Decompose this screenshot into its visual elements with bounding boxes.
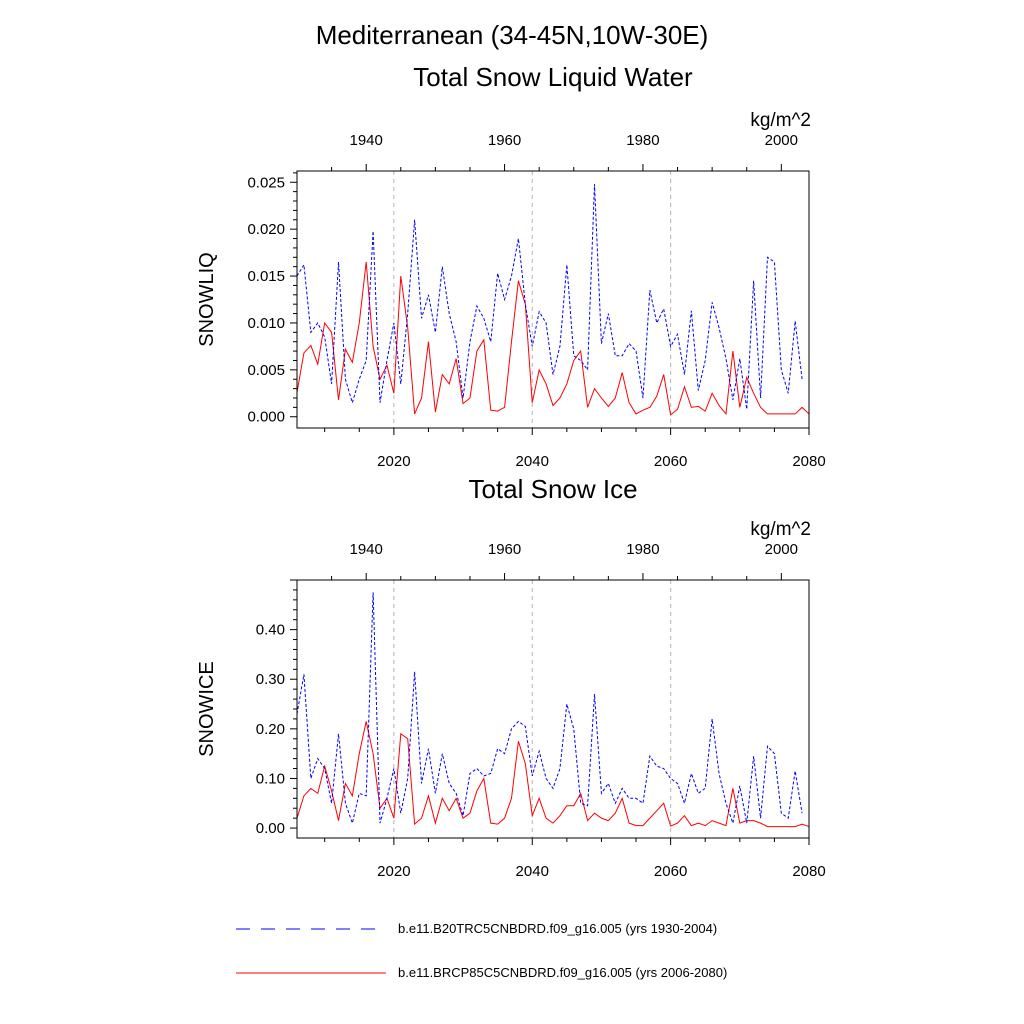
y-tick-label: 0.00 — [256, 820, 285, 837]
x-top-tick-label: 1940 — [350, 541, 383, 558]
x-bottom-tick-label: 2020 — [377, 863, 410, 880]
x-top-tick-label: 2000 — [765, 132, 798, 149]
plot-frame — [296, 170, 810, 429]
series-line-historical — [296, 592, 803, 826]
x-top-tick-label: 1940 — [350, 132, 383, 149]
y-tick-label: 0.010 — [247, 315, 285, 332]
x-top-tick-label: 1960 — [488, 541, 521, 558]
x-bottom-tick-label: 2080 — [792, 863, 825, 880]
y-tick-label: 0.005 — [247, 362, 285, 379]
units-label: kg/m^2 — [750, 519, 811, 540]
y-tick-label: 0.10 — [256, 770, 285, 787]
legend-label-rcp85: b.e11.BRCP85C5CNBDRD.f09_g16.005 (yrs 20… — [398, 965, 727, 980]
y-tick-label: 0.30 — [256, 671, 285, 688]
y-axis-title: SNOWLIQ — [196, 252, 218, 346]
x-bottom-tick-label: 2040 — [516, 453, 549, 470]
y-tick-label: 0.015 — [247, 268, 285, 285]
y-tick-label: 0.40 — [256, 622, 285, 639]
x-top-tick-label: 1980 — [626, 132, 659, 149]
main-title: Mediterranean (34-45N,10W-30E) — [316, 20, 709, 50]
x-bottom-tick-label: 2060 — [654, 453, 687, 470]
legend-label-historical: b.e11.B20TRC5CNBDRD.f09_g16.005 (yrs 193… — [398, 921, 717, 936]
y-tick-label: 0.025 — [247, 174, 285, 191]
x-top-tick-label: 1960 — [488, 132, 521, 149]
y-axis-title: SNOWICE — [196, 661, 218, 757]
x-bottom-tick-label: 2060 — [654, 863, 687, 880]
units-label: kg/m^2 — [750, 110, 811, 131]
panel-snowliq: 0.000 0.005 0.010 0.015 0.020 0.025 2020 2040 20… — [196, 110, 826, 470]
panel-snowice: 0.00 0.10 0.20 0.30 0.40 2020 2040 2060 2080 1940… — [196, 519, 826, 880]
y-tick-label: 0.020 — [247, 221, 285, 238]
x-top-tick-label: 1980 — [626, 541, 659, 558]
series-line-rcp85 — [296, 721, 810, 828]
y-tick-label: 0.000 — [247, 409, 285, 426]
x-bottom-tick-label: 2040 — [516, 863, 549, 880]
series-line-historical — [296, 184, 803, 410]
y-tick-label: 0.20 — [256, 721, 285, 738]
panel2-title: Total Snow Ice — [468, 474, 637, 504]
series-line-rcp85 — [296, 261, 810, 416]
x-bottom-tick-label: 2080 — [792, 453, 825, 470]
x-bottom-tick-label: 2020 — [377, 453, 410, 470]
panel1-title: Total Snow Liquid Water — [413, 62, 693, 92]
x-top-tick-label: 2000 — [765, 541, 798, 558]
legend: b.e11.B20TRC5CNBDRD.f09_g16.005 (yrs 193… — [236, 921, 727, 980]
